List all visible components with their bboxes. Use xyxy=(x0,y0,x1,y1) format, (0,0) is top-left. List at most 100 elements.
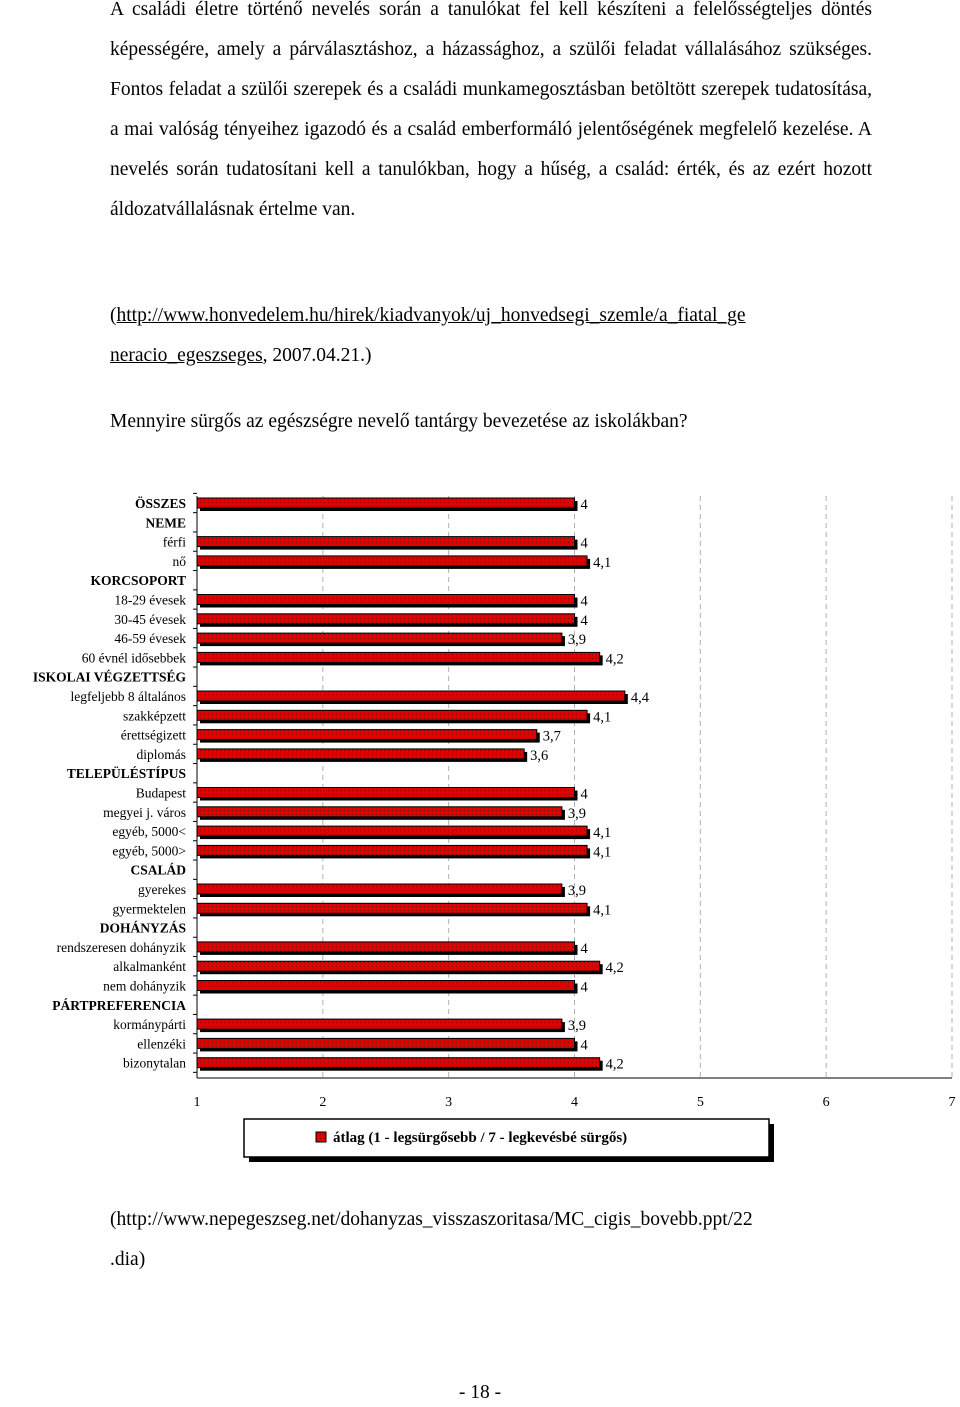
bar xyxy=(196,825,588,837)
value-label: 4 xyxy=(581,536,589,552)
value-label: 4 xyxy=(581,1037,589,1053)
bar xyxy=(196,980,575,991)
bar xyxy=(196,941,575,953)
value-label: 4 xyxy=(581,980,589,996)
category-label: 30-45 évesek xyxy=(114,612,186,627)
category-label: DOHÁNYZÁS xyxy=(100,921,186,936)
source2-line-1: (http://www.nepegeszseg.net/dohanyzas_vi… xyxy=(110,1209,753,1230)
category-label: NEME xyxy=(146,515,187,530)
category-label: bizonytalan xyxy=(123,1056,186,1071)
bar xyxy=(196,536,575,548)
category-label: szakképzett xyxy=(123,708,186,723)
value-label: 4 xyxy=(581,941,589,957)
x-tick-label: 5 xyxy=(697,1095,704,1110)
value-label: 4,1 xyxy=(593,709,611,725)
bars xyxy=(196,497,628,1071)
bar xyxy=(196,497,575,509)
value-label: 4 xyxy=(581,787,589,803)
bar xyxy=(196,729,538,741)
category-label: ISKOLAI VÉGZETTSÉG xyxy=(33,670,187,685)
bar xyxy=(196,787,575,798)
category-label: legfeljebb 8 általános xyxy=(71,689,186,704)
category-label: alkalmanként xyxy=(113,959,186,974)
chart-legend: átlag (1 - legsürgősebb / 7 - legkevésbé… xyxy=(243,1118,774,1162)
category-label: egyéb, 5000> xyxy=(112,843,186,858)
bar xyxy=(196,806,563,818)
bar-chart: ÖSSZES NEME férfi nő KORCSOPORT 18-29 évesek 3… xyxy=(33,492,956,1162)
value-label: 4,2 xyxy=(606,1057,624,1073)
bar xyxy=(196,844,588,856)
x-tick-label: 6 xyxy=(823,1095,830,1110)
bar xyxy=(196,748,525,760)
bar xyxy=(196,632,563,644)
x-axis-ticks: 1 2 3 4 5 6 7 xyxy=(194,1095,956,1110)
category-label: Budapest xyxy=(136,786,186,801)
source-link-part-1: http://www.honvedelem.hu/hirek/kiadvanyo… xyxy=(116,305,746,326)
value-label: 3,9 xyxy=(568,806,586,822)
question-heading: Mennyire sürgős az egészségre nevelő tan… xyxy=(110,411,688,432)
bar xyxy=(196,690,626,702)
source-open-paren: ( xyxy=(110,305,117,326)
legend-label: átlag (1 - legsürgősebb / 7 - legkevésbé… xyxy=(333,1130,627,1146)
x-tick-label: 7 xyxy=(949,1095,956,1110)
category-label: kormánypárti xyxy=(113,1017,186,1032)
category-label: KORCSOPORT xyxy=(90,573,186,588)
category-label: férfi xyxy=(163,535,186,550)
category-label: ellenzéki xyxy=(137,1036,186,1051)
bar xyxy=(196,1018,563,1030)
value-label: 4,1 xyxy=(593,902,611,918)
bar xyxy=(196,613,575,625)
bar xyxy=(196,1037,575,1049)
bar xyxy=(196,1057,601,1069)
value-label: 4,4 xyxy=(631,690,650,706)
category-label: 18-29 évesek xyxy=(114,593,186,608)
source2-line-2: .dia) xyxy=(110,1249,146,1270)
value-label: 3,9 xyxy=(568,632,586,648)
value-label: 4 xyxy=(581,497,589,513)
source-tail: , 2007.04.21.) xyxy=(262,345,372,366)
category-label: ÖSSZES xyxy=(135,496,186,511)
value-label: 4,1 xyxy=(593,825,611,841)
value-label: 3,6 xyxy=(530,748,548,764)
x-tick-label: 1 xyxy=(194,1095,201,1110)
value-label: 4 xyxy=(581,613,589,629)
value-label: 4,1 xyxy=(593,555,611,571)
body-paragraph: A családi életre történő nevelés során a… xyxy=(110,0,872,220)
category-label: CSALÁD xyxy=(130,863,186,878)
value-label: 4 xyxy=(581,594,589,610)
category-label: nő xyxy=(173,554,187,569)
category-labels: ÖSSZES NEME férfi nő KORCSOPORT 18-29 évesek 3… xyxy=(33,496,187,1071)
source-citation-2: (http://www.nepegeszseg.net/dohanyzas_vi… xyxy=(110,1200,890,1280)
category-label: megyei j. város xyxy=(103,805,186,820)
bar xyxy=(196,555,588,567)
bar xyxy=(196,883,563,895)
bar xyxy=(196,709,588,721)
category-label: 60 évnél idősebbek xyxy=(82,650,186,665)
category-label: egyéb, 5000< xyxy=(112,824,186,839)
value-labels: 444,1443,94,24,44,13,73,643,94,14,13,94,… xyxy=(530,497,650,1073)
x-tick-label: 3 xyxy=(445,1095,452,1110)
bar xyxy=(196,594,575,605)
category-label: gyerekes xyxy=(138,882,186,897)
legend-swatch xyxy=(315,1131,327,1143)
category-label: 46-59 évesek xyxy=(114,631,186,646)
category-label: rendszeresen dohányzik xyxy=(57,940,187,955)
x-tick-label: 2 xyxy=(319,1095,326,1110)
value-label: 4,1 xyxy=(593,844,611,860)
value-label: 4,2 xyxy=(606,651,624,667)
value-label: 3,9 xyxy=(568,883,586,899)
category-label: TELEPÜLÉSTÍPUS xyxy=(67,766,186,781)
source-citation-1: (http://www.honvedelem.hu/hirek/kiadvany… xyxy=(110,296,872,376)
bar xyxy=(196,902,588,914)
category-label: diplomás xyxy=(137,747,187,762)
category-label: nem dohányzik xyxy=(103,979,186,994)
value-label: 4,2 xyxy=(606,960,624,976)
category-label: gyermektelen xyxy=(113,901,187,916)
page-number: - 18 - xyxy=(458,1382,502,1403)
category-label: PÁRTPREFERENCIA xyxy=(52,998,186,1013)
bar xyxy=(196,960,601,972)
source-link-part-2: neracio_egeszseges xyxy=(110,345,263,366)
value-label: 3,7 xyxy=(543,729,561,745)
source-link-1[interactable]: http://www.honvedelem.hu/hirek/kiadvanyo… xyxy=(110,305,746,366)
bar xyxy=(196,651,601,663)
